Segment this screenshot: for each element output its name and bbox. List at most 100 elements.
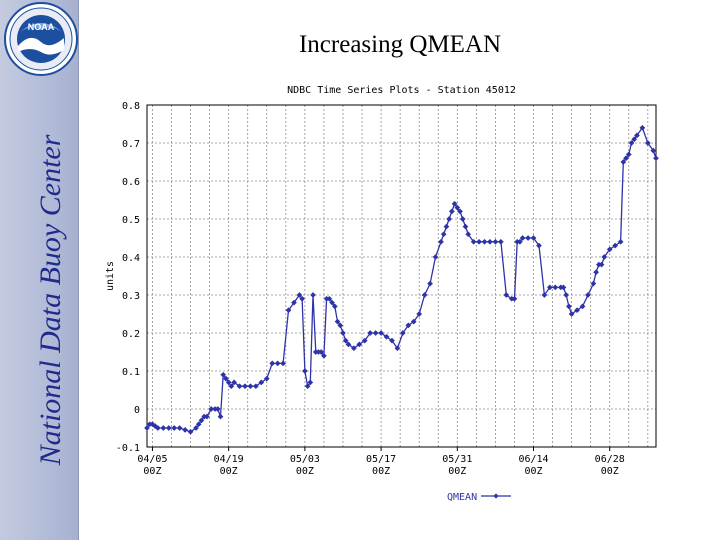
data-point [459, 216, 466, 222]
data-point [182, 426, 189, 433]
data-point [563, 292, 570, 298]
series-line-qmean [146, 126, 657, 433]
chart-series [144, 124, 659, 435]
data-point [337, 322, 344, 329]
data-point [438, 238, 444, 245]
logo-wordmark: NOAA [28, 22, 55, 32]
x-tick-time: 00Z [220, 466, 238, 477]
data-point [625, 151, 632, 158]
data-point [285, 307, 292, 314]
logo-bird-wave [18, 37, 64, 55]
data-point [152, 423, 159, 430]
y-axis-label: units [105, 261, 116, 291]
data-point [560, 284, 567, 291]
data-point [481, 238, 488, 245]
data-point [320, 352, 327, 359]
data-point [410, 318, 417, 325]
x-tick-time: 00Z [448, 466, 466, 477]
data-point [465, 231, 472, 238]
data-point [546, 284, 553, 291]
data-point [361, 337, 368, 344]
data-point [160, 425, 167, 431]
x-tick-date: 05/17 [366, 454, 396, 465]
data-point [383, 333, 390, 340]
data-point [405, 322, 412, 329]
y-tick-label: 0.7 [122, 139, 140, 150]
data-point [193, 425, 199, 431]
data-point [492, 238, 499, 245]
data-point [318, 349, 325, 355]
data-point [503, 292, 510, 298]
data-point [274, 360, 281, 367]
data-point [487, 238, 493, 245]
x-tick-date: 06/28 [595, 454, 625, 465]
data-point [470, 238, 477, 245]
data-point [574, 307, 581, 314]
data-point [536, 242, 542, 249]
slide-title: Increasing QMEAN [298, 31, 502, 58]
data-point [176, 425, 183, 431]
data-point [631, 136, 638, 143]
y-tick-label: 0.1 [122, 367, 140, 378]
chart-axes [146, 104, 657, 451]
data-point [598, 261, 605, 268]
data-point [301, 368, 308, 374]
data-point [462, 223, 469, 230]
data-point [214, 406, 221, 412]
data-point [427, 280, 434, 287]
y-tick-label: 0.5 [122, 215, 140, 226]
data-point [222, 375, 229, 382]
data-point [144, 425, 150, 431]
data-point [367, 330, 374, 336]
data-point [310, 292, 316, 298]
data-point [552, 284, 559, 291]
data-point [432, 254, 439, 260]
data-point [516, 238, 523, 245]
data-point [519, 235, 526, 241]
data-point [378, 330, 385, 336]
data-point [446, 216, 453, 222]
data-point [612, 242, 619, 249]
x-tick-time: 00Z [143, 466, 161, 477]
data-point [198, 417, 205, 424]
data-point [326, 295, 333, 302]
data-point [620, 159, 627, 165]
data-point [394, 345, 401, 352]
y-tick-label: 0.8 [122, 101, 140, 112]
data-point [530, 235, 537, 241]
data-point [225, 379, 232, 386]
data-point [350, 345, 357, 352]
x-tick-time: 00Z [372, 466, 390, 477]
data-point [416, 311, 423, 317]
data-point [247, 383, 254, 390]
data-point [307, 379, 314, 386]
logo-sky [20, 23, 62, 32]
data-point [236, 383, 243, 390]
data-point [345, 341, 352, 348]
x-tick-date: 05/31 [442, 454, 472, 465]
y-tick-label: 0.6 [122, 177, 140, 188]
plot-frame [146, 104, 657, 448]
x-tick-date: 06/14 [518, 454, 548, 465]
x-tick-date: 05/03 [290, 454, 320, 465]
data-point [334, 318, 341, 325]
chart-gridlines [147, 104, 656, 448]
data-point [617, 238, 624, 245]
data-point [541, 292, 548, 298]
data-point [258, 379, 265, 386]
data-point [299, 295, 306, 302]
data-point [220, 371, 227, 378]
x-tick-time: 00Z [296, 466, 314, 477]
data-point [644, 140, 651, 146]
chart-title: NDBC Time Series Plots - Station 45012 [287, 85, 516, 96]
data-point [340, 330, 346, 336]
data-point [448, 208, 455, 215]
data-point [601, 254, 608, 260]
data-point [280, 360, 287, 367]
data-point [217, 413, 224, 420]
y-tick-label: 0.4 [122, 253, 140, 264]
data-point [650, 147, 657, 154]
data-point [457, 208, 463, 215]
data-point [252, 383, 259, 390]
